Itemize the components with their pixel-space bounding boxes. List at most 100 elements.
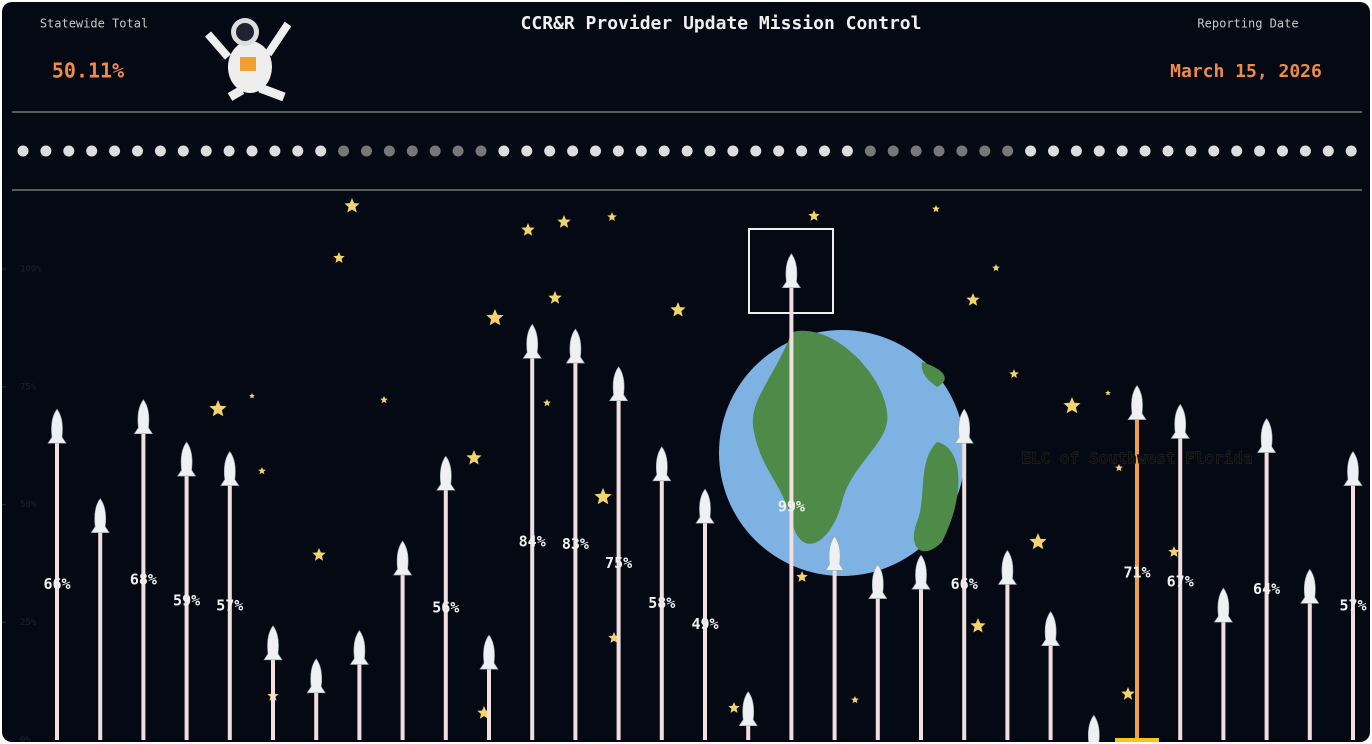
star xyxy=(548,291,561,304)
value-label: 57% xyxy=(1339,596,1366,614)
rocket xyxy=(1258,419,1276,453)
rocket xyxy=(307,659,325,693)
star xyxy=(344,198,359,213)
star xyxy=(543,399,551,406)
rocket xyxy=(264,626,282,660)
rocket xyxy=(134,400,152,434)
star xyxy=(466,450,481,465)
star xyxy=(258,467,266,474)
rocket xyxy=(998,550,1016,584)
dot xyxy=(292,146,303,157)
title: CCR&R Provider Update Mission Control xyxy=(521,13,922,34)
dot xyxy=(476,146,487,157)
dot xyxy=(750,146,761,157)
value-label: 66% xyxy=(951,575,978,593)
star xyxy=(992,264,1000,271)
canvas: Statewide Total 50.11% CCR&R Provider Up… xyxy=(2,2,1370,742)
dot xyxy=(1117,146,1128,157)
bar xyxy=(1221,608,1225,740)
dot xyxy=(430,146,441,157)
rocket xyxy=(523,324,541,358)
dot xyxy=(1231,146,1242,157)
value-label: 83% xyxy=(562,535,589,553)
stat-label: Statewide Total xyxy=(40,17,148,31)
star xyxy=(312,548,325,561)
star xyxy=(728,702,739,713)
dot xyxy=(201,146,212,157)
rocket xyxy=(350,631,368,665)
bar xyxy=(919,575,923,740)
rocket xyxy=(1301,569,1319,603)
date-label: Reporting Date xyxy=(1197,17,1298,31)
progress-dots xyxy=(18,146,1357,157)
dot xyxy=(1048,146,1059,157)
dot xyxy=(63,146,74,157)
dot xyxy=(682,146,693,157)
value-label: 56% xyxy=(432,599,459,617)
dot xyxy=(1002,146,1013,157)
rocket xyxy=(1344,452,1362,486)
star xyxy=(932,205,940,212)
star xyxy=(1009,369,1019,378)
bar xyxy=(1005,570,1009,740)
earth xyxy=(719,330,965,576)
star xyxy=(1063,397,1080,413)
dot xyxy=(613,146,624,157)
star xyxy=(249,393,255,398)
rocket xyxy=(1128,386,1146,420)
value-label: 67% xyxy=(1167,573,1194,591)
astronaut xyxy=(208,18,288,97)
y-tick-label: 100% xyxy=(20,265,42,275)
dot xyxy=(590,146,601,157)
star xyxy=(1029,533,1046,549)
dot xyxy=(705,146,716,157)
date-value: March 15, 2026 xyxy=(1170,61,1322,82)
star xyxy=(1121,687,1134,700)
dot xyxy=(361,146,372,157)
dot xyxy=(1323,146,1334,157)
dot xyxy=(269,146,280,157)
dot xyxy=(979,146,990,157)
y-tick-label: 25% xyxy=(20,618,37,628)
dot xyxy=(796,146,807,157)
rocket xyxy=(653,447,671,481)
value-label: 99% xyxy=(778,497,805,515)
dot xyxy=(453,146,464,157)
rocket xyxy=(178,442,196,476)
rocket xyxy=(566,329,584,363)
bar xyxy=(1308,589,1312,740)
rocket xyxy=(1085,715,1103,742)
rocket xyxy=(1171,404,1189,438)
dot xyxy=(18,146,29,157)
dot xyxy=(1140,146,1151,157)
dot xyxy=(40,146,51,157)
dot xyxy=(567,146,578,157)
hover-label: ELC of Southwest Florida xyxy=(1021,449,1252,468)
value-label: 71% xyxy=(1123,563,1150,581)
star xyxy=(966,293,979,306)
dot xyxy=(384,146,395,157)
dot xyxy=(315,146,326,157)
dot xyxy=(544,146,555,157)
value-label: 64% xyxy=(1253,580,1280,598)
star xyxy=(333,252,344,263)
star xyxy=(380,396,388,403)
value-label: 59% xyxy=(173,592,200,610)
dot xyxy=(247,146,258,157)
rocket xyxy=(782,254,800,288)
star xyxy=(1105,390,1111,395)
dot xyxy=(86,146,97,157)
value-label: 49% xyxy=(691,615,718,633)
value-label: 58% xyxy=(648,594,675,612)
star xyxy=(486,309,503,325)
dot xyxy=(956,146,967,157)
value-label: 57% xyxy=(216,596,243,614)
bar xyxy=(833,556,837,740)
dot xyxy=(1163,146,1174,157)
dot xyxy=(1185,146,1196,157)
dot xyxy=(178,146,189,157)
dot xyxy=(521,146,532,157)
dot xyxy=(727,146,738,157)
rocket xyxy=(437,456,455,490)
dot xyxy=(934,146,945,157)
